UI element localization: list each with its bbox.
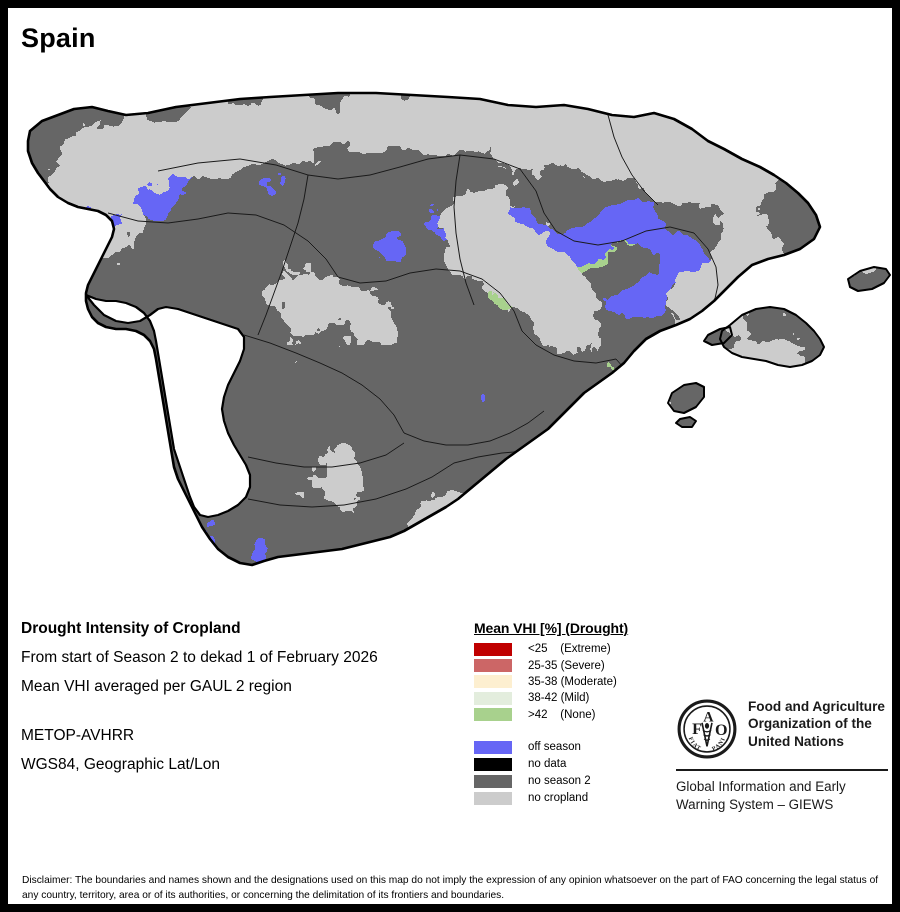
legend-swatch-no-cropland: [474, 791, 512, 805]
legend-label-no-season-2: no season 2: [528, 775, 591, 788]
caption-aggregation: Mean VHI averaged per GAUL 2 region: [21, 678, 292, 695]
legend-item-extreme[interactable]: <25 (Extreme): [474, 641, 674, 657]
legend-swatch-severe: [474, 659, 512, 673]
caption-period: From start of Season 2 to dekad 1 of Feb…: [21, 649, 378, 666]
legend: Mean VHI [%] (Drought) <25 (Extreme) 25-3…: [474, 620, 674, 807]
caption-heading: Drought Intensity of Cropland: [21, 620, 241, 637]
legend-item-none[interactable]: >42 (None): [474, 707, 674, 723]
fao-organization-name: Food and Agriculture Organization of the…: [748, 698, 885, 750]
legend-item-no-data[interactable]: no data: [474, 756, 674, 773]
legend-label-mild: 38-42 (Mild): [528, 692, 590, 705]
legend-swatch-moderate: [474, 675, 512, 689]
legend-swatch-none: [474, 708, 512, 722]
caption-sensor: METOP-AVHRR: [21, 727, 135, 744]
fao-name-line-3: United Nations: [748, 733, 844, 749]
fao-name-line-1: Food and Agriculture: [748, 699, 885, 714]
legend-swatch-no-data: [474, 757, 512, 771]
legend-item-moderate[interactable]: 35-38 (Moderate): [474, 674, 674, 690]
map-image[interactable]: [8, 63, 892, 583]
disclaimer-text: Disclaimer: The boundaries and names sho…: [22, 875, 879, 901]
legend-item-severe[interactable]: 25-35 (Severe): [474, 657, 674, 673]
legend-label-extreme: <25 (Extreme): [528, 643, 611, 656]
legend-label-severe: 25-35 (Severe): [528, 659, 605, 672]
legend-item-off-season[interactable]: off season: [474, 739, 674, 756]
legend-swatch-no-season-2: [474, 774, 512, 788]
legend-item-no-season-2[interactable]: no season 2: [474, 773, 674, 790]
page-title: Spain: [21, 23, 96, 53]
legend-item-mild[interactable]: 38-42 (Mild): [474, 690, 674, 706]
legend-swatch-extreme: [474, 642, 512, 656]
fao-divider: [676, 769, 888, 771]
legend-status-list: off season no data no season 2 no cropland: [474, 739, 674, 807]
legend-label-off-season: off season: [528, 741, 581, 754]
map-raster-canvas[interactable]: [8, 63, 892, 583]
legend-class-list: <25 (Extreme) 25-35 (Severe) 35-38 (Modera…: [474, 641, 674, 723]
legend-spacer: [474, 723, 674, 739]
giews-line-2: Warning System – GIEWS: [676, 796, 834, 812]
legend-swatch-mild: [474, 691, 512, 705]
caption-projection: WGS84, Geographic Lat/Lon: [21, 756, 221, 773]
giews-label: Global Information and Early Warning Sys…: [676, 778, 892, 814]
legend-swatch-off-season: [474, 740, 512, 754]
fao-name-line-2: Organization of the: [748, 716, 872, 732]
svg-text:A: A: [703, 710, 714, 726]
svg-text:O: O: [715, 722, 728, 739]
svg-text:F: F: [692, 721, 702, 738]
legend-label-no-data: no data: [528, 758, 567, 771]
caption-spacer: [21, 707, 461, 727]
legend-label-moderate: 35-38 (Moderate): [528, 675, 617, 688]
fao-branding: F A O FIAT PANIS: [674, 694, 892, 814]
legend-label-no-cropland: no cropland: [528, 792, 589, 805]
fao-logo-icon: F A O FIAT PANIS: [674, 694, 738, 760]
legend-label-none: >42 (None): [528, 708, 596, 721]
legend-item-no-cropland[interactable]: no cropland: [474, 790, 674, 807]
giews-line-1: Global Information and Early: [676, 779, 846, 794]
legend-title: Mean VHI [%] (Drought): [474, 620, 629, 636]
caption-block: Drought Intensity of Cropland From start…: [21, 620, 461, 785]
